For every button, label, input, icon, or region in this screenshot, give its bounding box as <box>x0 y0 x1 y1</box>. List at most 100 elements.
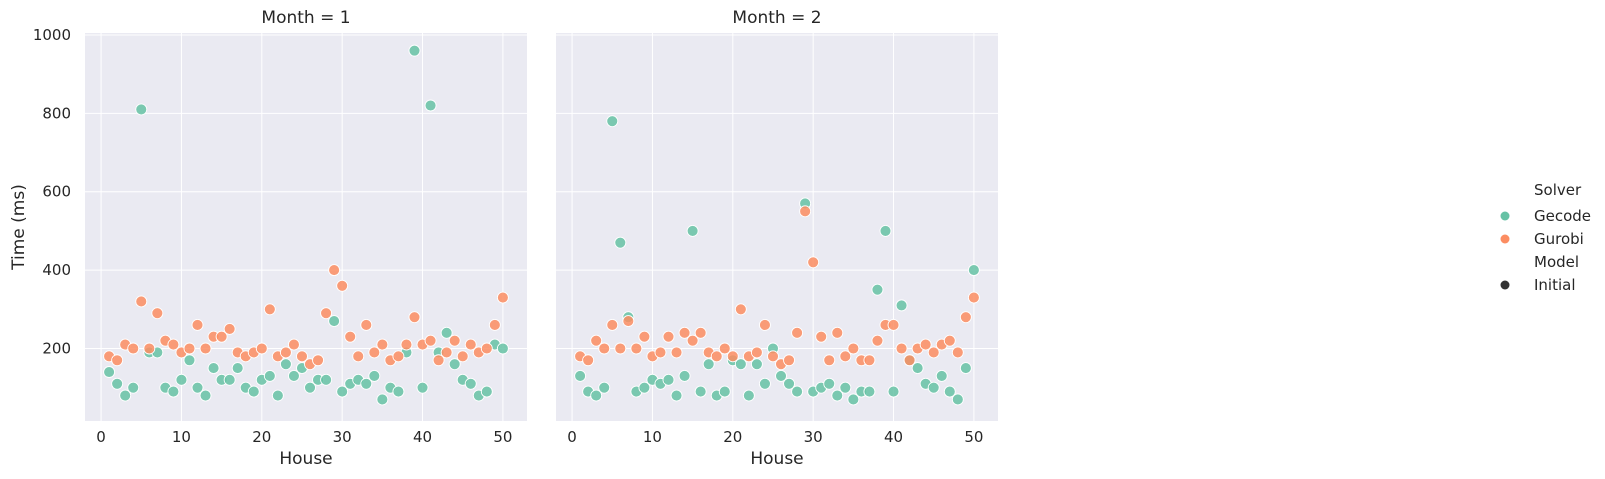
y-tick-label: 1000 <box>33 26 71 44</box>
point-gecode <box>328 315 341 328</box>
point-gecode <box>638 381 651 394</box>
point-gecode <box>686 224 699 237</box>
point-gecode <box>271 389 284 402</box>
point-gecode <box>598 381 611 394</box>
point-gurobi <box>662 330 675 343</box>
point-gecode <box>847 393 860 406</box>
point-gurobi <box>215 330 228 343</box>
point-gurobi <box>903 354 916 367</box>
x-axis-label: House <box>279 449 332 469</box>
point-gurobi <box>630 342 643 355</box>
panel-title: Month = 1 <box>261 8 350 28</box>
point-gurobi <box>871 334 884 347</box>
point-gecode <box>742 389 755 402</box>
point-gurobi <box>320 307 333 320</box>
point-gecode <box>718 385 731 398</box>
point-gurobi <box>111 354 124 367</box>
point-gurobi <box>279 346 292 359</box>
point-gurobi <box>847 342 860 355</box>
point-gecode <box>702 358 715 371</box>
point-gecode <box>304 381 316 394</box>
point-gecode <box>750 358 763 371</box>
x-tick-label: 10 <box>643 428 662 446</box>
point-gurobi <box>863 354 876 367</box>
point-gurobi <box>191 319 204 331</box>
point-gecode <box>231 362 244 375</box>
point-gurobi <box>598 342 611 355</box>
legend-label-initial: Initial <box>1534 276 1576 294</box>
point-gurobi <box>296 350 308 363</box>
point-gecode <box>943 385 956 398</box>
point-gecode <box>590 389 603 402</box>
point-gecode <box>336 385 349 398</box>
point-gurobi <box>360 319 373 331</box>
point-gurobi <box>606 319 619 331</box>
point-gecode <box>191 381 204 394</box>
point-gurobi <box>582 354 595 367</box>
x-tick-label: 50 <box>493 428 512 446</box>
point-gurobi <box>135 295 148 308</box>
point-gecode <box>823 377 836 390</box>
point-gecode <box>127 381 140 394</box>
point-gurobi <box>678 326 691 339</box>
point-gecode <box>320 373 333 386</box>
point-gurobi <box>726 350 739 363</box>
point-gurobi <box>440 346 453 359</box>
point-gurobi <box>336 279 349 292</box>
point-gurobi <box>480 342 493 355</box>
x-tick-label: 20 <box>723 428 742 446</box>
point-gecode <box>175 373 188 386</box>
point-gurobi <box>750 346 763 359</box>
panel-month-2: 0 10 20 30 40 50 Month = 2 House <box>556 8 998 469</box>
x-tick-labels: 0 10 20 30 40 50 <box>567 428 983 446</box>
data-points <box>103 44 509 406</box>
point-gecode <box>783 377 796 390</box>
point-gecode <box>247 385 260 398</box>
point-gurobi <box>352 350 365 363</box>
point-gurobi <box>590 334 603 347</box>
point-gurobi <box>400 338 413 351</box>
point-gecode <box>678 369 691 382</box>
y-tick-label: 600 <box>42 183 71 201</box>
point-gecode <box>951 393 964 406</box>
point-gurobi <box>424 334 437 347</box>
point-gurobi <box>638 330 651 343</box>
x-axis-label: House <box>750 449 803 469</box>
point-gurobi <box>127 342 140 355</box>
point-gecode <box>223 373 236 386</box>
point-gurobi <box>328 264 341 277</box>
point-gecode <box>670 389 683 402</box>
point-gecode <box>183 354 196 367</box>
point-gurobi <box>951 346 964 359</box>
point-gecode <box>119 389 132 402</box>
point-gecode <box>758 377 771 390</box>
point-gurobi <box>967 291 980 304</box>
point-gecode <box>831 389 844 402</box>
point-gurobi <box>943 334 956 347</box>
point-gecode <box>839 381 852 394</box>
point-gecode <box>392 385 405 398</box>
y-tick-labels: 200 400 600 800 1000 <box>33 26 71 358</box>
point-gurobi <box>887 319 900 331</box>
point-gecode <box>959 362 972 375</box>
point-gurobi <box>959 311 972 324</box>
point-gurobi <box>927 346 940 359</box>
point-gecode <box>791 385 804 398</box>
x-tick-label: 10 <box>172 428 191 446</box>
x-tick-label: 50 <box>964 428 983 446</box>
point-gurobi <box>255 342 268 355</box>
point-gurobi <box>392 350 405 363</box>
x-tick-label: 0 <box>567 428 577 446</box>
point-gecode <box>368 369 381 382</box>
point-gurobi <box>167 338 180 351</box>
point-gurobi <box>718 342 731 355</box>
point-gurobi <box>767 350 779 363</box>
point-gurobi <box>376 338 389 351</box>
point-gurobi <box>791 326 804 339</box>
legend-label-gurobi: Gurobi <box>1534 230 1584 248</box>
point-gecode <box>103 366 116 378</box>
point-gecode <box>167 385 180 398</box>
point-gecode <box>887 385 900 398</box>
point-gurobi <box>686 334 699 347</box>
point-gecode <box>279 358 292 371</box>
